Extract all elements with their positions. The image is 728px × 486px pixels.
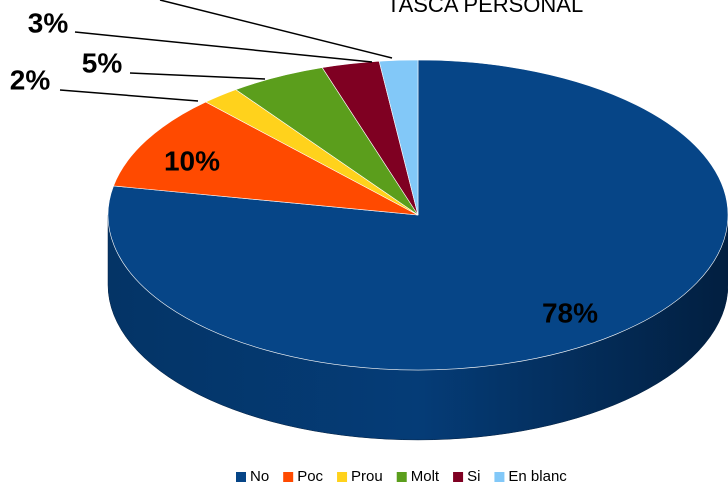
slice xyxy=(107,59,728,371)
legend-label: Poc xyxy=(297,468,323,485)
legend-swatch xyxy=(494,472,505,482)
value-label: 2% xyxy=(10,64,51,95)
slice xyxy=(378,59,419,216)
leader-line xyxy=(129,72,266,80)
legend-label: No xyxy=(250,468,269,485)
legend: No Poc Prou Molt Si En blanc xyxy=(236,468,567,485)
value-label: 78% xyxy=(542,297,598,328)
legend-label: Si xyxy=(467,468,480,485)
legend-label: Molt xyxy=(411,468,440,485)
legend-swatch xyxy=(236,472,246,482)
value-label: 10% xyxy=(164,145,220,176)
legend-swatch xyxy=(453,472,464,482)
legend-swatch xyxy=(337,472,348,482)
leader-line xyxy=(159,0,393,59)
legend-label: En blanc xyxy=(508,468,567,485)
slice xyxy=(113,101,419,216)
chart-title: TASCA PERSONAL xyxy=(387,0,583,17)
labels: 78% 10% 2% 5% 3% xyxy=(10,7,598,328)
pie xyxy=(107,59,728,441)
legend-swatch xyxy=(396,472,407,482)
value-label: 5% xyxy=(82,47,123,78)
legend-label: Prou xyxy=(351,468,383,485)
leader-lines xyxy=(59,0,393,102)
leader-line xyxy=(59,89,199,102)
value-label: 3% xyxy=(28,7,69,38)
legend-swatch xyxy=(283,472,294,482)
leader-line xyxy=(74,31,373,63)
